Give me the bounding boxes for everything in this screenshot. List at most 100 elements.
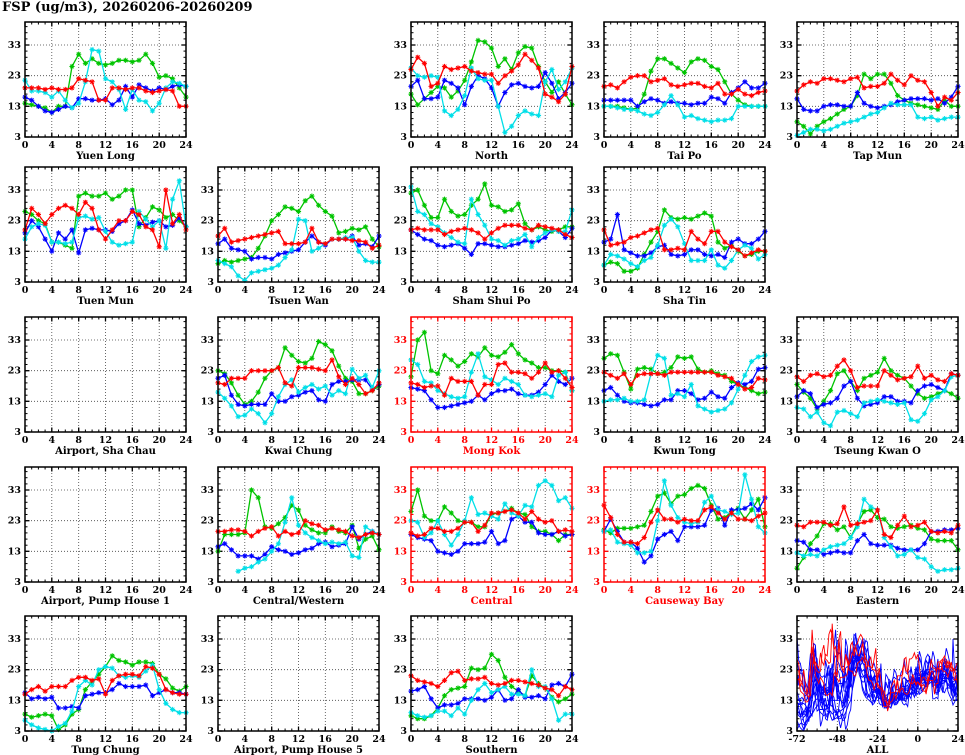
chart-svg: 3 13 23 33 0 4 8 12 16 20 24 Sha Tin [587,166,772,307]
svg-text:13: 13 [394,396,407,407]
svg-text:4: 4 [241,285,248,296]
svg-text:0: 0 [215,734,222,745]
svg-text:12: 12 [485,140,498,151]
chart-svg: 3 13 23 33 0 4 8 12 16 20 24 Airport, Pump House 5 [201,615,386,755]
svg-text:16: 16 [126,585,140,596]
chart-kwai-chung: 3 13 23 33 0 4 8 12 16 20 24 Kwai Chung [193,313,386,462]
svg-text:16: 16 [898,435,912,446]
svg-text:24: 24 [372,285,386,296]
svg-text:Tap Mun: Tap Mun [853,151,903,162]
svg-text:23: 23 [8,71,21,82]
svg-text:23: 23 [394,665,407,676]
svg-text:24: 24 [179,734,193,745]
svg-text:0: 0 [22,435,29,446]
chart-svg: 3 13 23 33 0 4 8 12 16 20 24 Central/Western [201,466,386,607]
svg-text:20: 20 [539,734,553,745]
svg-text:24: 24 [565,140,579,151]
svg-text:12: 12 [292,585,305,596]
svg-text:16: 16 [319,435,333,446]
svg-text:13: 13 [780,396,793,407]
chart-svg: 3 13 23 33 0 4 8 12 16 20 24 Kwai Chung [201,316,386,457]
svg-text:16: 16 [126,140,140,151]
svg-text:0: 0 [408,734,415,745]
svg-text:0: 0 [408,285,415,296]
svg-text:33: 33 [201,485,214,496]
svg-text:0: 0 [215,585,222,596]
svg-text:3: 3 [400,427,407,438]
svg-text:33: 33 [780,40,793,51]
svg-text:12: 12 [678,585,691,596]
svg-text:0: 0 [601,285,608,296]
svg-text:20: 20 [346,285,360,296]
svg-text:20: 20 [925,435,939,446]
svg-text:13: 13 [8,101,21,112]
svg-text:8: 8 [268,435,275,446]
svg-text:33: 33 [394,335,407,346]
chart-causeway-bay: 3 13 23 33 0 4 8 12 16 20 24 Causeway Bay [579,463,772,612]
svg-text:4: 4 [434,435,441,446]
svg-text:12: 12 [99,435,112,446]
svg-text:8: 8 [75,285,82,296]
chart-svg: 3 13 23 33 0 4 8 12 16 20 24 Mong Kok [394,316,579,457]
svg-text:16: 16 [512,285,526,296]
svg-text:16: 16 [705,435,719,446]
svg-text:0: 0 [914,734,921,745]
chart-tap-mun: 3 13 23 33 0 4 8 12 16 20 24 Tap Mun [772,18,965,167]
svg-text:13: 13 [8,546,21,557]
svg-text:16: 16 [512,435,526,446]
svg-text:3: 3 [593,277,600,288]
svg-text:20: 20 [732,140,746,151]
svg-text:20: 20 [346,585,360,596]
svg-text:13: 13 [394,246,407,257]
svg-text:0: 0 [794,585,801,596]
svg-text:8: 8 [461,435,468,446]
svg-text:24: 24 [951,140,965,151]
chart-tsuen-wan: 3 13 23 33 0 4 8 12 16 20 24 Tsuen Wan [193,163,386,312]
svg-text:20: 20 [153,734,167,745]
chart-svg: 3 13 23 33 0 4 8 12 16 20 24 Sham Shui Po [394,166,579,307]
svg-text:23: 23 [780,366,793,377]
svg-text:3: 3 [786,726,793,737]
svg-text:4: 4 [434,140,441,151]
svg-text:13: 13 [8,246,21,257]
svg-text:23: 23 [780,665,793,676]
svg-text:4: 4 [48,140,55,151]
svg-text:Sham Shui Po: Sham Shui Po [453,296,531,307]
svg-text:33: 33 [8,40,21,51]
svg-text:8: 8 [461,140,468,151]
svg-text:13: 13 [587,246,600,257]
svg-text:20: 20 [732,435,746,446]
svg-text:20: 20 [346,734,360,745]
svg-text:16: 16 [126,435,140,446]
svg-text:3: 3 [400,726,407,737]
svg-text:12: 12 [292,285,305,296]
svg-text:0: 0 [408,140,415,151]
svg-text:4: 4 [241,435,248,446]
svg-text:3: 3 [593,577,600,588]
svg-text:0: 0 [601,140,608,151]
svg-text:13: 13 [201,546,214,557]
svg-text:8: 8 [75,585,82,596]
svg-text:4: 4 [820,435,827,446]
svg-text:16: 16 [512,140,526,151]
svg-text:12: 12 [99,734,112,745]
svg-text:33: 33 [587,185,600,196]
svg-text:23: 23 [8,665,21,676]
svg-text:Kwai Chung: Kwai Chung [265,446,333,457]
svg-text:23: 23 [394,71,407,82]
svg-text:4: 4 [627,585,634,596]
chart-tai-po: 3 13 23 33 0 4 8 12 16 20 24 Tai Po [579,18,772,167]
svg-text:Airport, Pump House 1: Airport, Pump House 1 [40,596,170,607]
chart-svg: 3 13 23 33 0 4 8 12 16 20 24 Eastern [780,466,965,607]
svg-text:33: 33 [8,634,21,645]
svg-text:0: 0 [601,585,608,596]
svg-text:8: 8 [268,734,275,745]
svg-text:23: 23 [587,516,600,527]
svg-text:0: 0 [601,435,608,446]
svg-text:3: 3 [400,277,407,288]
svg-text:33: 33 [201,185,214,196]
svg-text:23: 23 [8,366,21,377]
svg-text:24: 24 [951,435,965,446]
chart-svg: 3 13 23 33 0 4 8 12 16 20 24 Tai Po [587,21,772,162]
svg-text:12: 12 [871,585,884,596]
